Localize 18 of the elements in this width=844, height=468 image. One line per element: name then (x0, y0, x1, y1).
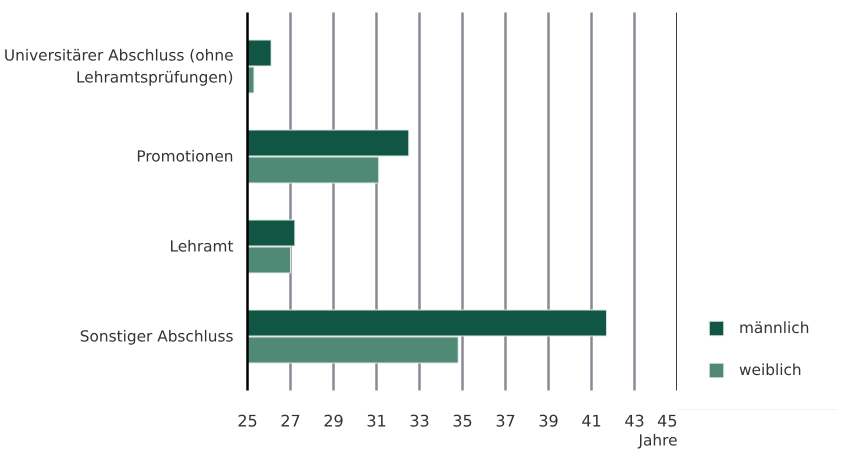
x-tick-label: 27 (280, 412, 301, 430)
y-tick-label: Sonstiger Abschluss (80, 328, 234, 346)
x-tick-label: 35 (452, 412, 473, 430)
y-tick-label: Universitärer Abschluss (ohne Lehramtsprüfungen) (4, 46, 234, 86)
x-tick-label: 37 (495, 412, 516, 430)
legend-label: männlich (739, 319, 810, 337)
x-tick-label: 41 (581, 412, 602, 430)
x-tick-label: 25 (237, 412, 258, 430)
x-tick-label: 31 (366, 412, 387, 430)
x-tick-label: 39 (538, 412, 559, 430)
x-tick-label: 43 (624, 412, 645, 430)
y-tick-label: Lehramt (169, 238, 234, 256)
x-axis-title: Jahre (637, 432, 678, 450)
legend-label: weiblich (739, 361, 802, 379)
x-tick-label: 33 (409, 412, 430, 430)
x-tick-label: 45 (657, 412, 678, 430)
y-tick-label: Promotionen (136, 148, 234, 166)
x-tick-label: 29 (323, 412, 344, 430)
